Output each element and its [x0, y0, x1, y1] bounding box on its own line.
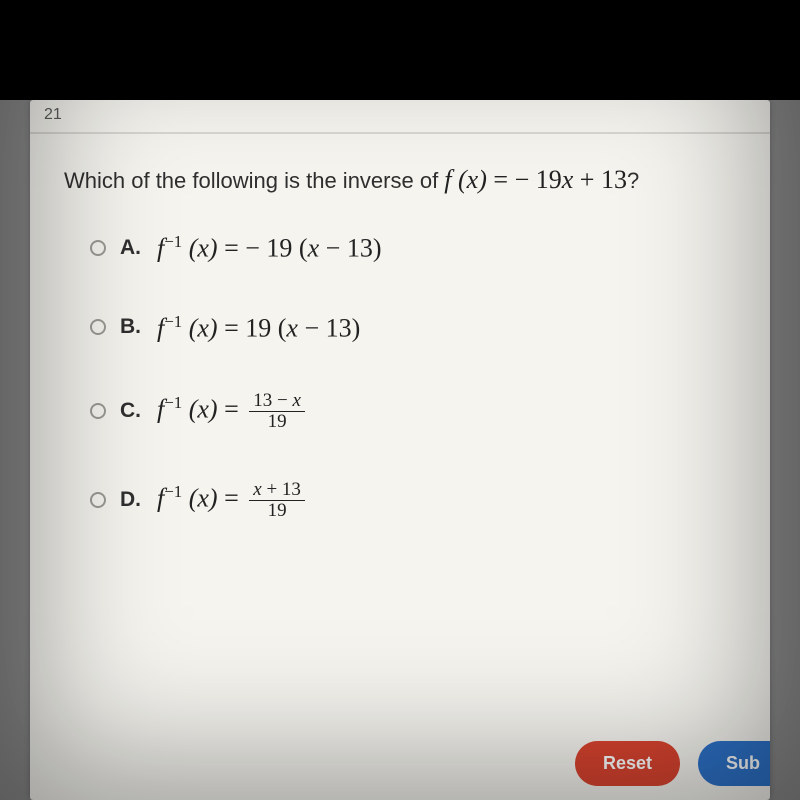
question-rhs-const: 13: [601, 165, 627, 194]
inv-eq: =: [224, 234, 245, 263]
d-num-b: 13: [282, 479, 301, 500]
c-den: 19: [249, 411, 305, 432]
reset-button[interactable]: Reset: [575, 741, 680, 786]
choice-d[interactable]: D. f−1 (x) = x + 13 19: [90, 480, 736, 521]
inv-arg: (x): [182, 234, 217, 263]
question-eq: =: [493, 165, 514, 194]
choice-a[interactable]: A. f−1 (x) = − 19 (x − 13): [90, 232, 736, 263]
inv-exp: −1: [164, 482, 182, 501]
question-func-lhs: f (x): [444, 165, 487, 194]
d-den: 19: [249, 500, 305, 521]
inv-exp: −1: [164, 312, 182, 331]
a-var: x: [308, 234, 320, 263]
d-num-a: x: [253, 479, 261, 500]
choice-list: A. f−1 (x) = − 19 (x − 13) B. f−1 (x) = …: [64, 232, 736, 520]
question-card: 21 Which of the following is the inverse…: [30, 100, 770, 800]
question-suffix: ?: [627, 168, 639, 193]
radio-icon[interactable]: [90, 319, 106, 335]
radio-icon[interactable]: [90, 240, 106, 256]
choice-letter: D.: [120, 488, 141, 512]
b-open: (: [271, 313, 286, 342]
b-mid: −: [298, 313, 326, 342]
inv-exp: −1: [164, 393, 182, 412]
b-const: 13: [326, 313, 352, 342]
radio-icon[interactable]: [90, 403, 106, 419]
question-rhs-coeff: 19: [536, 165, 562, 194]
question-area: Which of the following is the inverse of…: [30, 134, 770, 589]
inv-exp: −1: [164, 232, 182, 251]
c-fraction: 13 − x 19: [249, 391, 305, 432]
question-stem: Which of the following is the inverse of…: [64, 162, 736, 198]
c-num-b: x: [292, 390, 300, 411]
choice-letter: C.: [120, 399, 141, 423]
d-fraction: x + 13 19: [249, 480, 305, 521]
choice-d-math: f−1 (x) = x + 13 19: [157, 480, 305, 521]
c-num-a: 13: [253, 390, 272, 411]
question-rhs-minus: −: [515, 165, 536, 194]
choice-c-math: f−1 (x) = 13 − x 19: [157, 391, 305, 432]
choice-b-math: f−1 (x) = 19 (x − 13): [157, 312, 360, 343]
d-num-op: +: [262, 479, 282, 500]
inv-eq: =: [224, 313, 245, 342]
choice-b[interactable]: B. f−1 (x) = 19 (x − 13): [90, 312, 736, 343]
choice-letter: B.: [120, 315, 141, 339]
question-prefix: Which of the following is the inverse of: [64, 168, 444, 193]
a-sign: −: [245, 234, 266, 263]
choice-c[interactable]: C. f−1 (x) = 13 − x 19: [90, 391, 736, 432]
b-var: x: [286, 313, 298, 342]
a-close: ): [373, 234, 382, 263]
inv-arg: (x): [182, 394, 217, 423]
b-close: ): [352, 313, 361, 342]
c-num-op: −: [272, 390, 292, 411]
choice-letter: A.: [120, 236, 141, 260]
a-open: (: [292, 234, 307, 263]
choice-a-math: f−1 (x) = − 19 (x − 13): [157, 232, 381, 263]
inv-arg: (x): [182, 483, 217, 512]
a-coeff: 19: [266, 234, 292, 263]
submit-button[interactable]: Sub: [698, 741, 770, 786]
radio-icon[interactable]: [90, 492, 106, 508]
inv-arg: (x): [182, 313, 217, 342]
button-row: Reset Sub: [561, 727, 770, 800]
b-coeff: 19: [245, 313, 271, 342]
top-black-bar: [0, 0, 800, 100]
a-const: 13: [347, 234, 373, 263]
inv-eq: =: [224, 394, 245, 423]
question-rhs-plus: +: [580, 165, 601, 194]
a-mid: −: [319, 234, 347, 263]
inv-eq: =: [224, 483, 245, 512]
question-number: 21: [44, 106, 62, 123]
question-rhs-var: x: [562, 165, 574, 194]
question-number-bar: 21: [30, 100, 770, 134]
